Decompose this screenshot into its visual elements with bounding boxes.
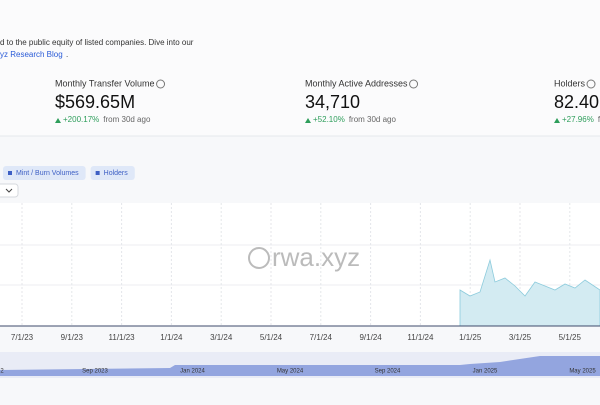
x-label: 1/1/24 [160,333,183,342]
x-label: 9/1/24 [359,333,382,342]
x-label: 3/1/24 [210,333,233,342]
stat-value: $569.65M [55,92,135,112]
logo-icon [248,247,270,269]
navigator-label: May 2025 [569,369,596,375]
stat-change: +27.96% [562,115,594,124]
stat-label: Holders [554,78,586,88]
stat-label: Monthly Active Addresses [305,78,408,88]
tab-label: Holders [104,170,129,177]
lock-icon [95,171,100,175]
help-icon[interactable] [586,79,596,89]
intro-end: . [66,50,68,59]
dropdown[interactable] [0,183,19,198]
tab-label: Mint / Burn Volumes [16,170,79,177]
navigator-label: Jan 2024 [180,369,205,375]
stat-change: +52.10% [313,115,345,124]
navigator-label: Sep 2024 [375,369,401,375]
x-label: 7/1/23 [11,333,34,342]
stat-value: 34,710 [305,92,360,112]
up-arrow [55,118,61,123]
x-label: 11/1/24 [407,333,434,342]
x-label: 11/1/23 [109,333,136,342]
navigator-label: Sep 2023 [82,369,108,375]
tab[interactable] [90,166,135,180]
x-label: 9/1/23 [61,333,84,342]
x-label: 5/1/24 [260,333,283,342]
intro-text: d to the public equity of listed compani… [0,38,194,47]
stat-period: from 30d ago [598,115,600,124]
stat-period: from 30d ago [103,115,151,124]
navigator-area [0,356,600,376]
x-label: 3/1/25 [509,333,532,342]
blog-link[interactable]: yz Research Blog [0,50,63,59]
x-label: 1/1/25 [459,333,482,342]
stat-value: 82.40K [554,92,600,112]
stat-change: +200.17% [63,115,99,124]
stat-label: Monthly Transfer Volume [55,78,155,88]
header-bg [0,0,600,136]
area-series [459,258,600,327]
x-label: 7/1/24 [310,333,333,342]
navigator-label: Jan 2025 [473,369,498,375]
help-icon[interactable] [156,79,166,89]
up-arrow [305,118,311,123]
watermark: rwa.xyz [272,242,360,272]
help-icon[interactable] [409,79,419,89]
lock-icon [8,171,12,175]
tab[interactable] [3,166,86,180]
stat-period: from 30d ago [349,115,397,124]
navigator-label: 2 [0,369,4,375]
x-label: 5/1/25 [559,333,582,342]
navigator-label: May 2024 [277,369,304,375]
up-arrow [554,118,560,123]
chevron [5,188,13,193]
